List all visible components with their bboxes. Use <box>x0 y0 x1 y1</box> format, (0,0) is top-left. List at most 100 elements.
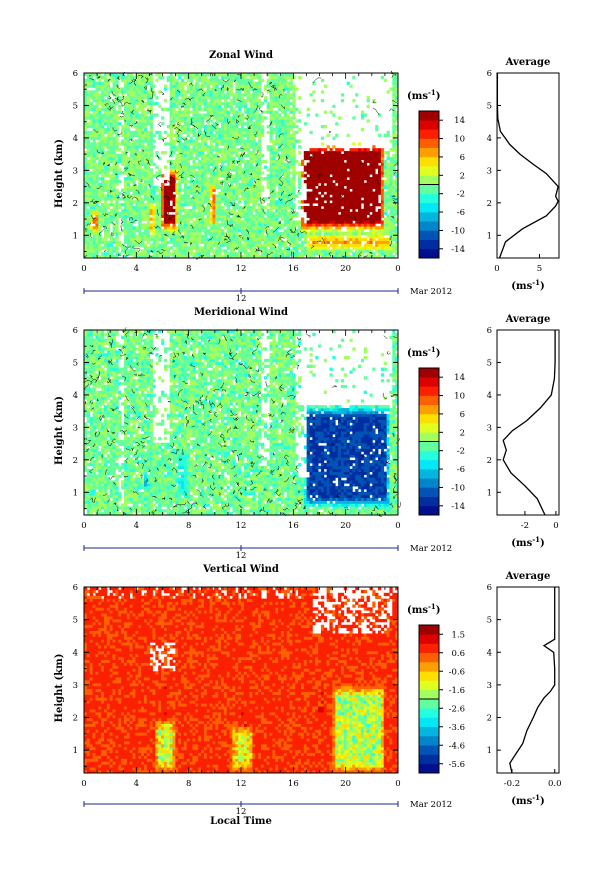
heatmap-cell <box>161 136 165 140</box>
heatmap-cell <box>255 214 259 218</box>
heatmap-cell <box>132 243 136 247</box>
heatmap-cell <box>106 197 111 201</box>
heatmap-cell <box>358 142 362 146</box>
heatmap-cell <box>229 145 233 149</box>
heatmap-cell <box>138 99 142 103</box>
heatmap-cell <box>138 240 142 244</box>
heatmap-cell <box>92 194 96 198</box>
heatmap-cell <box>98 197 102 201</box>
heatmap-cell <box>89 217 93 221</box>
heatmap-cell <box>232 122 236 126</box>
heatmap-cell <box>141 148 145 152</box>
heatmap-cell <box>358 148 362 152</box>
heatmap-cell <box>360 237 365 242</box>
heatmap-cell <box>329 217 333 221</box>
heatmap-cell <box>143 223 148 227</box>
heatmap-cell <box>252 139 256 143</box>
heatmap-cell <box>186 113 191 117</box>
heatmap-cell <box>318 153 322 158</box>
heatmap-cell <box>255 223 259 227</box>
heatmap-cell <box>166 249 171 253</box>
heatmap-cell <box>161 182 165 187</box>
heatmap-cell <box>221 90 225 94</box>
heatmap-cell <box>146 90 151 94</box>
heatmap-cell <box>186 249 191 253</box>
heatmap-cell <box>332 255 336 259</box>
heatmap-cell <box>98 127 102 132</box>
heatmap-cell <box>272 122 276 126</box>
heatmap-cell <box>86 125 91 129</box>
heatmap-cell <box>206 122 210 126</box>
heatmap-cell <box>320 226 325 230</box>
heatmap-cell <box>183 255 188 259</box>
heatmap-cell <box>358 200 362 204</box>
heatmap-cell <box>226 237 230 242</box>
heatmap-cell <box>132 101 136 106</box>
heatmap-cell <box>360 223 365 227</box>
heatmap-cell <box>278 171 282 175</box>
heatmap-cell <box>369 188 373 192</box>
heatmap-cell <box>169 116 173 120</box>
heatmap-cell <box>300 200 305 204</box>
heatmap-cell <box>138 237 142 242</box>
heatmap-cell <box>189 90 193 94</box>
heatmap-cell <box>95 168 99 172</box>
heatmap-cell <box>106 203 111 207</box>
heatmap-cell <box>86 191 91 195</box>
heatmap-cell <box>243 171 248 175</box>
heatmap-cell <box>272 84 276 88</box>
heatmap-cell <box>323 185 328 190</box>
heatmap-cell <box>206 125 210 129</box>
heatmap-cell <box>263 99 268 103</box>
heatmap-cell <box>126 205 131 210</box>
heatmap-cell <box>346 237 350 242</box>
heatmap-cell <box>375 226 379 230</box>
heatmap-cell <box>195 75 199 80</box>
heatmap-cell <box>158 188 162 192</box>
heatmap-cell <box>335 231 339 236</box>
heatmap-cell <box>92 200 96 204</box>
heatmap-cell <box>215 226 219 230</box>
heatmap-cell <box>318 177 322 181</box>
heatmap-cell <box>192 104 196 109</box>
heatmap-cell <box>129 214 133 218</box>
heatmap-cell <box>175 148 179 152</box>
heatmap-cell <box>355 229 359 233</box>
heatmap-cell <box>326 205 330 210</box>
heatmap-cell <box>283 110 288 114</box>
heatmap-cell <box>149 234 153 239</box>
heatmap-cell <box>252 217 256 221</box>
heatmap-cell <box>323 240 328 244</box>
heatmap-cell <box>243 122 248 126</box>
heatmap-cell <box>263 165 268 169</box>
heatmap-cell <box>212 159 216 164</box>
heatmap-cell <box>255 81 259 85</box>
heatmap-cell <box>246 223 250 227</box>
heatmap-cell <box>235 90 239 94</box>
heatmap-cell <box>121 139 125 143</box>
heatmap-cell <box>135 162 139 166</box>
heatmap-cell <box>266 255 270 259</box>
heatmap-cell <box>375 243 379 247</box>
heatmap-cell <box>121 223 125 227</box>
heatmap-cell <box>335 217 339 221</box>
heatmap-cell <box>289 156 293 161</box>
heatmap-cell <box>89 142 93 146</box>
heatmap-cell <box>243 87 248 91</box>
heatmap-cell <box>292 148 296 152</box>
heatmap-cell <box>143 125 148 129</box>
heatmap-cell <box>295 125 299 129</box>
heatmap-cell <box>300 252 305 256</box>
heatmap-cell <box>118 73 122 77</box>
heatmap-cell <box>255 107 259 111</box>
heatmap-cell <box>292 191 296 195</box>
heatmap-cell <box>115 96 119 100</box>
heatmap-cell <box>103 197 108 201</box>
heatmap-cell <box>181 205 185 210</box>
heatmap-cell <box>255 237 259 242</box>
heatmap-cell <box>275 165 279 169</box>
heatmap-cell <box>98 145 102 149</box>
heatmap-cell <box>258 255 262 259</box>
heatmap-cell <box>352 203 356 207</box>
heatmap-cell <box>255 194 259 198</box>
